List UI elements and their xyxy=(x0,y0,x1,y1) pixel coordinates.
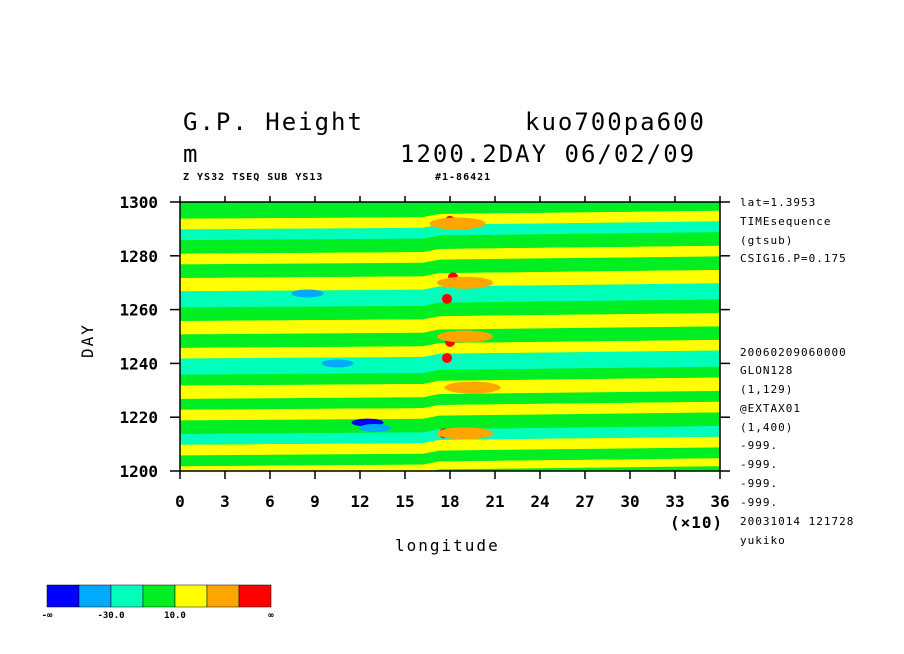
colorbar-label: -30.0 xyxy=(97,611,124,621)
side-info-line: -999. xyxy=(740,439,779,452)
x-tick-label: 33 xyxy=(665,492,684,511)
heatmap-band xyxy=(180,447,720,467)
colorbar-swatch xyxy=(174,584,208,608)
heatmap-band xyxy=(180,339,720,359)
side-info-line: @EXTAX01 xyxy=(740,402,801,415)
time-label: 1200.2DAY 06/02/09 xyxy=(400,140,697,168)
heatmap-band xyxy=(180,436,720,456)
y-tick-label: 1240 xyxy=(119,354,158,373)
x-tick-label: 36 xyxy=(710,492,729,511)
heatmap-feature xyxy=(291,289,324,298)
heatmap-band xyxy=(180,412,720,434)
side-info-line: 20060209060000 xyxy=(740,346,847,359)
colorbar-swatch xyxy=(110,584,144,608)
x-tick-label: 9 xyxy=(310,492,320,511)
heatmap-feature xyxy=(429,217,486,230)
y-tick-label: 1260 xyxy=(119,301,158,320)
heatmap-feature xyxy=(437,276,493,289)
heatmap-feature xyxy=(442,293,452,304)
side-info-line: GLON128 xyxy=(740,364,794,377)
heatmap-band xyxy=(180,458,720,471)
side-info-line: (1,129) xyxy=(740,383,794,396)
side-info-line: -999. xyxy=(740,477,779,490)
heatmap-feature xyxy=(359,423,391,432)
heatmap-band xyxy=(180,390,720,410)
units-label: m xyxy=(183,140,200,168)
colorbar-swatch xyxy=(46,584,80,608)
y-tick-label: 1280 xyxy=(119,247,158,266)
x-tick-label: 27 xyxy=(575,492,594,511)
y-tick-label: 1220 xyxy=(119,408,158,427)
subtitle-right: #1-86421 xyxy=(435,172,492,183)
side-info-line: yukiko xyxy=(740,534,786,547)
heatmap-feature xyxy=(437,427,493,440)
heatmap-band xyxy=(180,366,720,386)
heatmap-band xyxy=(180,299,720,321)
x-tick-label: 3 xyxy=(220,492,230,511)
chart-title: G.P. Height xyxy=(183,108,364,136)
heatmap-feature xyxy=(444,381,501,394)
side-info-line: -999. xyxy=(740,458,779,471)
x-tick-label: 12 xyxy=(350,492,369,511)
side-info-line: (1,400) xyxy=(740,421,794,434)
heatmap-band xyxy=(180,221,720,241)
side-info-line: (gtsub) xyxy=(740,234,794,247)
colorbar-swatch xyxy=(78,584,112,608)
colorbar-swatch xyxy=(238,584,272,608)
heatmap-band xyxy=(180,350,720,375)
x-tick-label: 21 xyxy=(485,492,504,511)
y-tick-label: 1300 xyxy=(119,193,158,212)
x-tick-label: 18 xyxy=(440,492,459,511)
colorbar-swatch xyxy=(142,584,176,608)
x-tick-label: 24 xyxy=(530,492,549,511)
heatmap-band xyxy=(180,232,720,254)
colorbar-label: -∞ xyxy=(42,611,53,621)
heatmap-band xyxy=(180,312,720,335)
experiment-name: kuo700pa600 xyxy=(525,108,706,136)
colorbar-swatch xyxy=(206,584,240,608)
colorbar-label: 10.0 xyxy=(164,611,186,621)
heatmap-band xyxy=(180,245,720,265)
colorbar-label: ∞ xyxy=(268,611,274,621)
side-info-line: 20031014 121728 xyxy=(740,515,855,528)
heatmap-band xyxy=(180,202,720,219)
subtitle-left: Z YS32 TSEQ SUB YS13 xyxy=(183,172,324,183)
x-multiplier-label: (×10) xyxy=(670,513,724,532)
side-info-line: CSIG16.P=0.175 xyxy=(740,252,847,265)
heatmap-feature xyxy=(321,359,354,368)
x-tick-label: 6 xyxy=(265,492,275,511)
side-info-line: -999. xyxy=(740,496,779,509)
heatmap-feature xyxy=(437,330,493,343)
x-tick-label: 15 xyxy=(395,492,414,511)
side-info-line: TIMEsequence xyxy=(740,215,832,228)
x-axis-label: longitude xyxy=(395,536,500,555)
y-tick-label: 1200 xyxy=(119,462,158,481)
x-tick-label: 0 xyxy=(175,492,185,511)
heatmap-band xyxy=(180,256,720,278)
heatmap-feature xyxy=(442,353,452,364)
side-info-line: lat=1.3953 xyxy=(740,196,817,209)
x-tick-label: 30 xyxy=(620,492,639,511)
heatmap-band xyxy=(180,401,720,421)
